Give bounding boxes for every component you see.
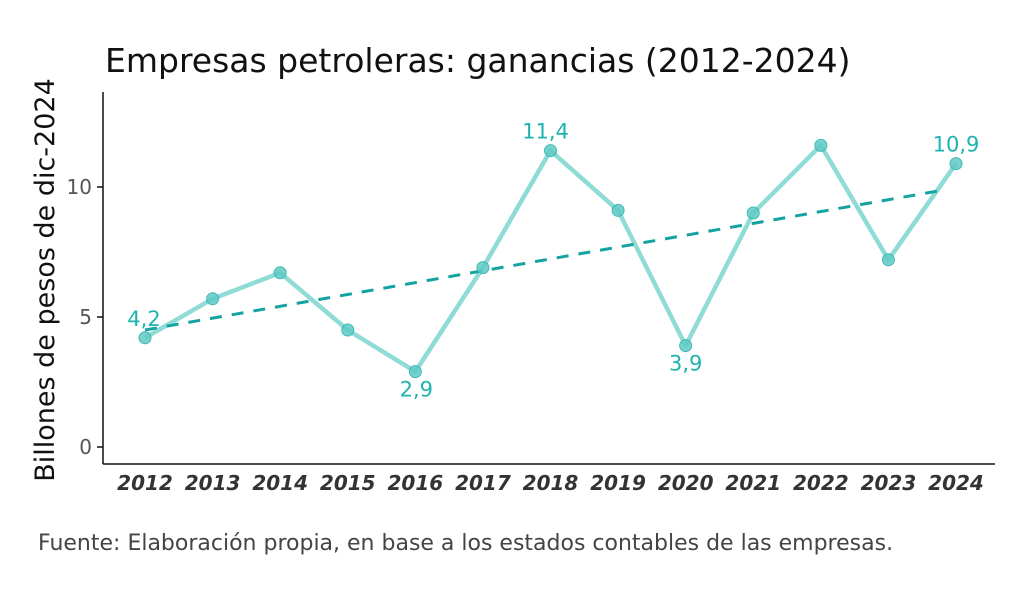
x-tick-label: 2014: [252, 471, 308, 495]
x-tick-label: 2022: [793, 471, 849, 495]
data-point: [611, 203, 625, 217]
x-tick-label: 2015: [320, 471, 376, 495]
chart-title: Empresas petroleras: ganancias (2012-202…: [105, 41, 851, 80]
x-tick-label: 2018: [523, 471, 579, 495]
data-label: 11,4: [522, 120, 569, 144]
data-point: [949, 157, 963, 171]
data-point: [138, 331, 152, 345]
data-point: [273, 266, 287, 280]
y-tick-label: 10: [67, 175, 92, 199]
trend-line: [144, 188, 947, 332]
data-point: [881, 253, 895, 267]
data-point: [206, 292, 220, 306]
data-point: [814, 138, 828, 152]
x-tick-label: 2020: [658, 471, 714, 495]
data-label: 2,9: [400, 378, 433, 402]
data-point: [408, 365, 422, 379]
data-label: 4,2: [127, 307, 160, 331]
x-tick-label: 2021: [725, 471, 781, 495]
x-tick-label: 2016: [387, 471, 443, 495]
data-point: [679, 339, 693, 353]
series-line: [143, 143, 958, 374]
data-point: [746, 206, 760, 220]
data-point: [341, 323, 355, 337]
data-label: 3,9: [669, 352, 702, 376]
x-tick-label: 2023: [861, 471, 917, 495]
x-tick-label: 2019: [590, 471, 646, 495]
source-note: Fuente: Elaboración propia, en base a lo…: [38, 531, 893, 556]
x-tick-label: 2024: [928, 471, 984, 495]
x-tick-label: 2017: [455, 471, 511, 495]
y-axis-label: Billones de pesos de dic-2024: [30, 78, 61, 482]
y-tick-label: 5: [79, 305, 92, 329]
y-tick-label: 0: [79, 435, 92, 459]
data-point: [476, 261, 490, 275]
data-label: 10,9: [933, 133, 980, 157]
data-point: [544, 144, 557, 158]
x-tick-label: 2013: [185, 471, 241, 495]
x-tick-label: 2012: [117, 471, 173, 495]
